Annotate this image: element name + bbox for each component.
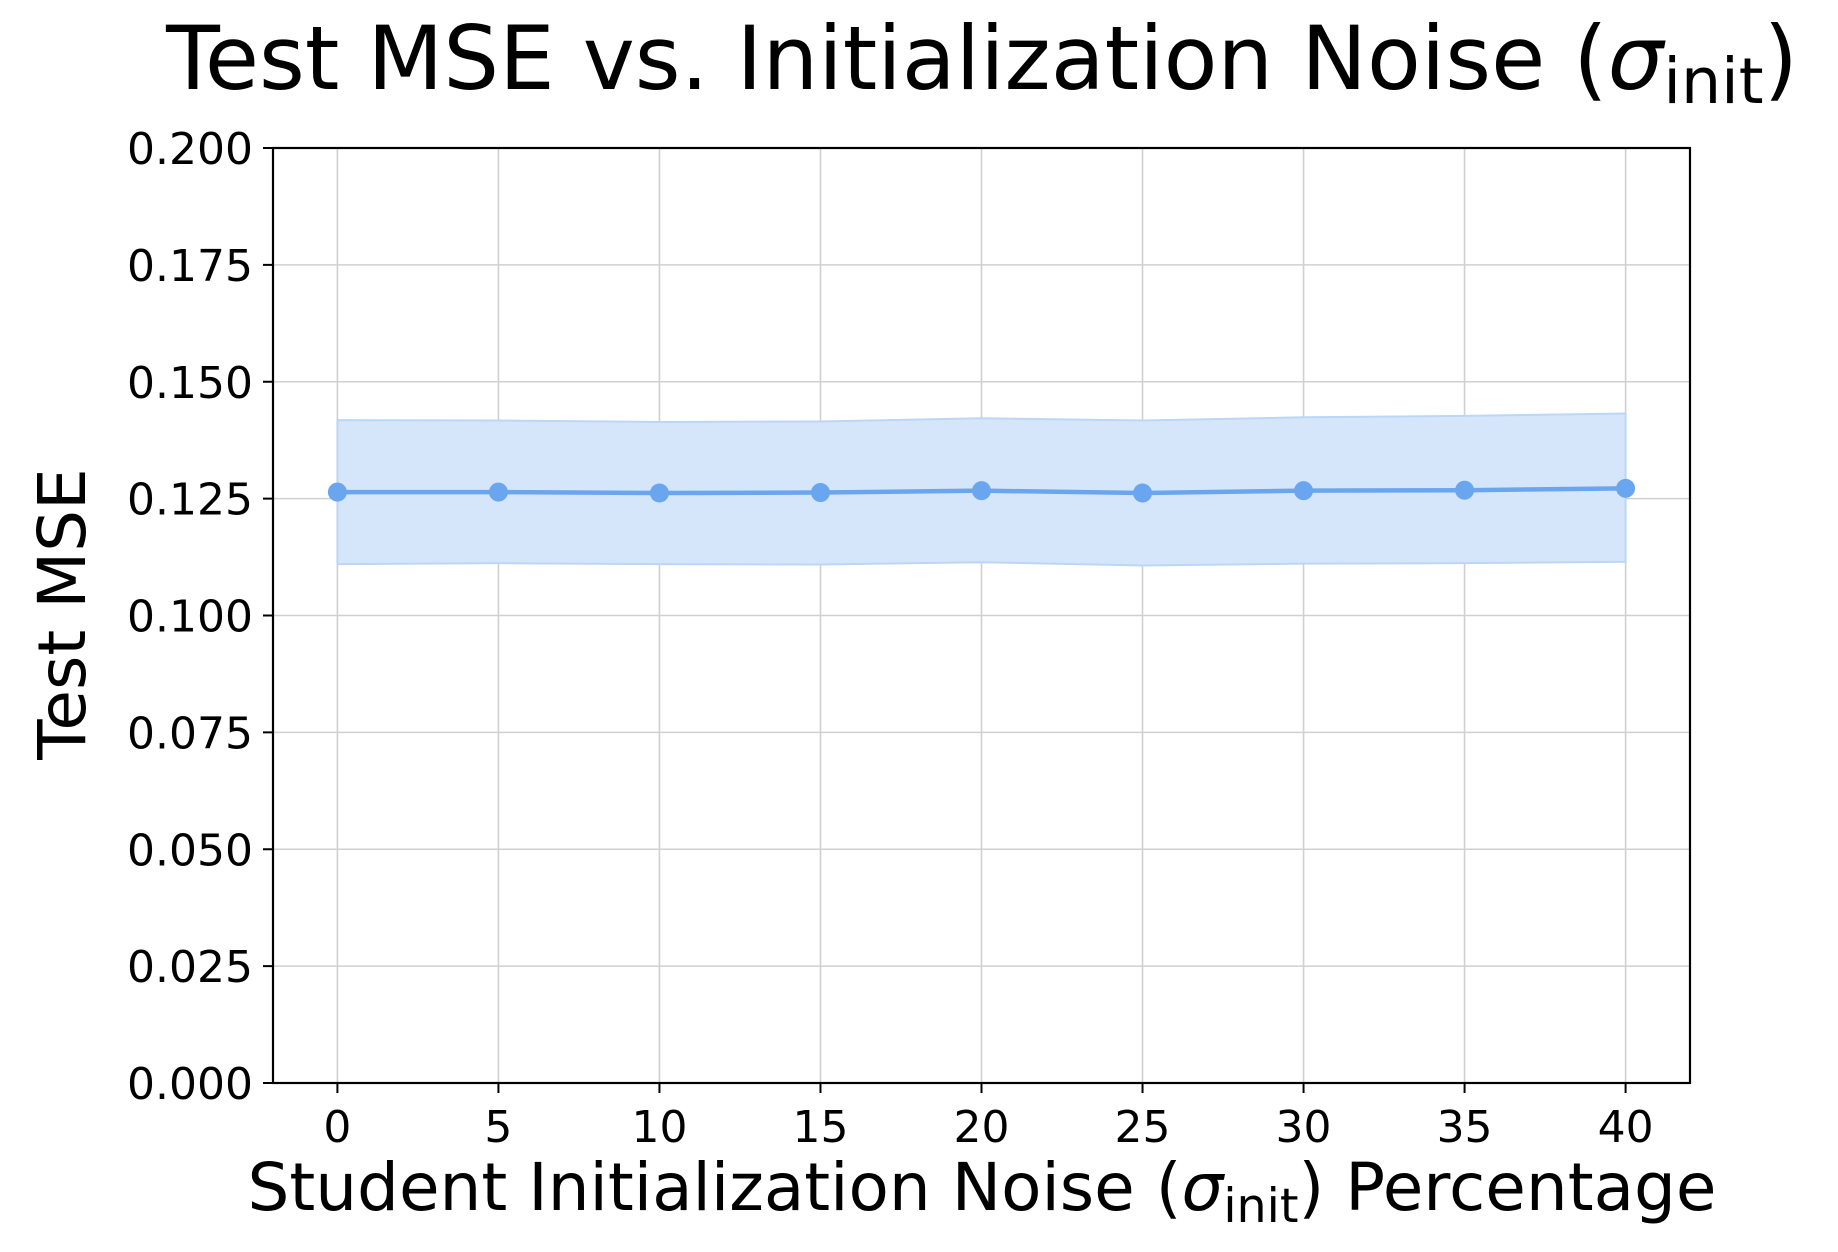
x-tick-label: 35	[1437, 1102, 1493, 1153]
x-tick-label: 40	[1598, 1102, 1654, 1153]
series-marker-layer	[327, 478, 1636, 503]
x-tick-label: 25	[1115, 1102, 1171, 1153]
data-point	[327, 482, 347, 502]
y-tick-label: 0.025	[127, 942, 253, 993]
y-axis-ticks: 0.000 0.025 0.050 0.075 0.100 0.125 0.150 0.175…	[127, 124, 273, 1110]
data-point	[972, 481, 991, 501]
x-tick-label: 0	[323, 1102, 351, 1153]
y-tick-label: 0.150	[127, 358, 253, 409]
y-tick-label: 0.100	[127, 592, 253, 643]
data-point	[1133, 483, 1153, 503]
data-point	[1294, 481, 1314, 501]
x-axis-ticks: 0 5 10 15 20 25 30 35 40	[323, 1083, 1654, 1153]
data-point	[1616, 478, 1636, 498]
y-tick-label: 0.200	[127, 124, 253, 175]
y-tick-label: 0.050	[127, 825, 253, 876]
data-point	[810, 483, 830, 503]
x-tick-label: 10	[631, 1102, 687, 1153]
data-point	[649, 483, 669, 503]
chart-title: Test MSE vs. Initialization Noise (σinit…	[165, 7, 1798, 118]
y-axis-label: Test MSE	[24, 468, 101, 761]
y-tick-label: 0.075	[127, 708, 253, 759]
y-tick-label: 0.000	[127, 1059, 253, 1110]
x-tick-label: 5	[484, 1102, 512, 1153]
x-tick-label: 15	[792, 1102, 848, 1153]
x-axis-label: Student Initialization Noise (σinit) Per…	[247, 1149, 1716, 1234]
y-tick-label: 0.175	[127, 241, 253, 292]
x-tick-label: 20	[954, 1102, 1010, 1153]
y-tick-label: 0.125	[127, 475, 253, 526]
data-point	[488, 482, 508, 502]
x-tick-label: 30	[1276, 1102, 1332, 1153]
data-point	[1455, 480, 1475, 500]
